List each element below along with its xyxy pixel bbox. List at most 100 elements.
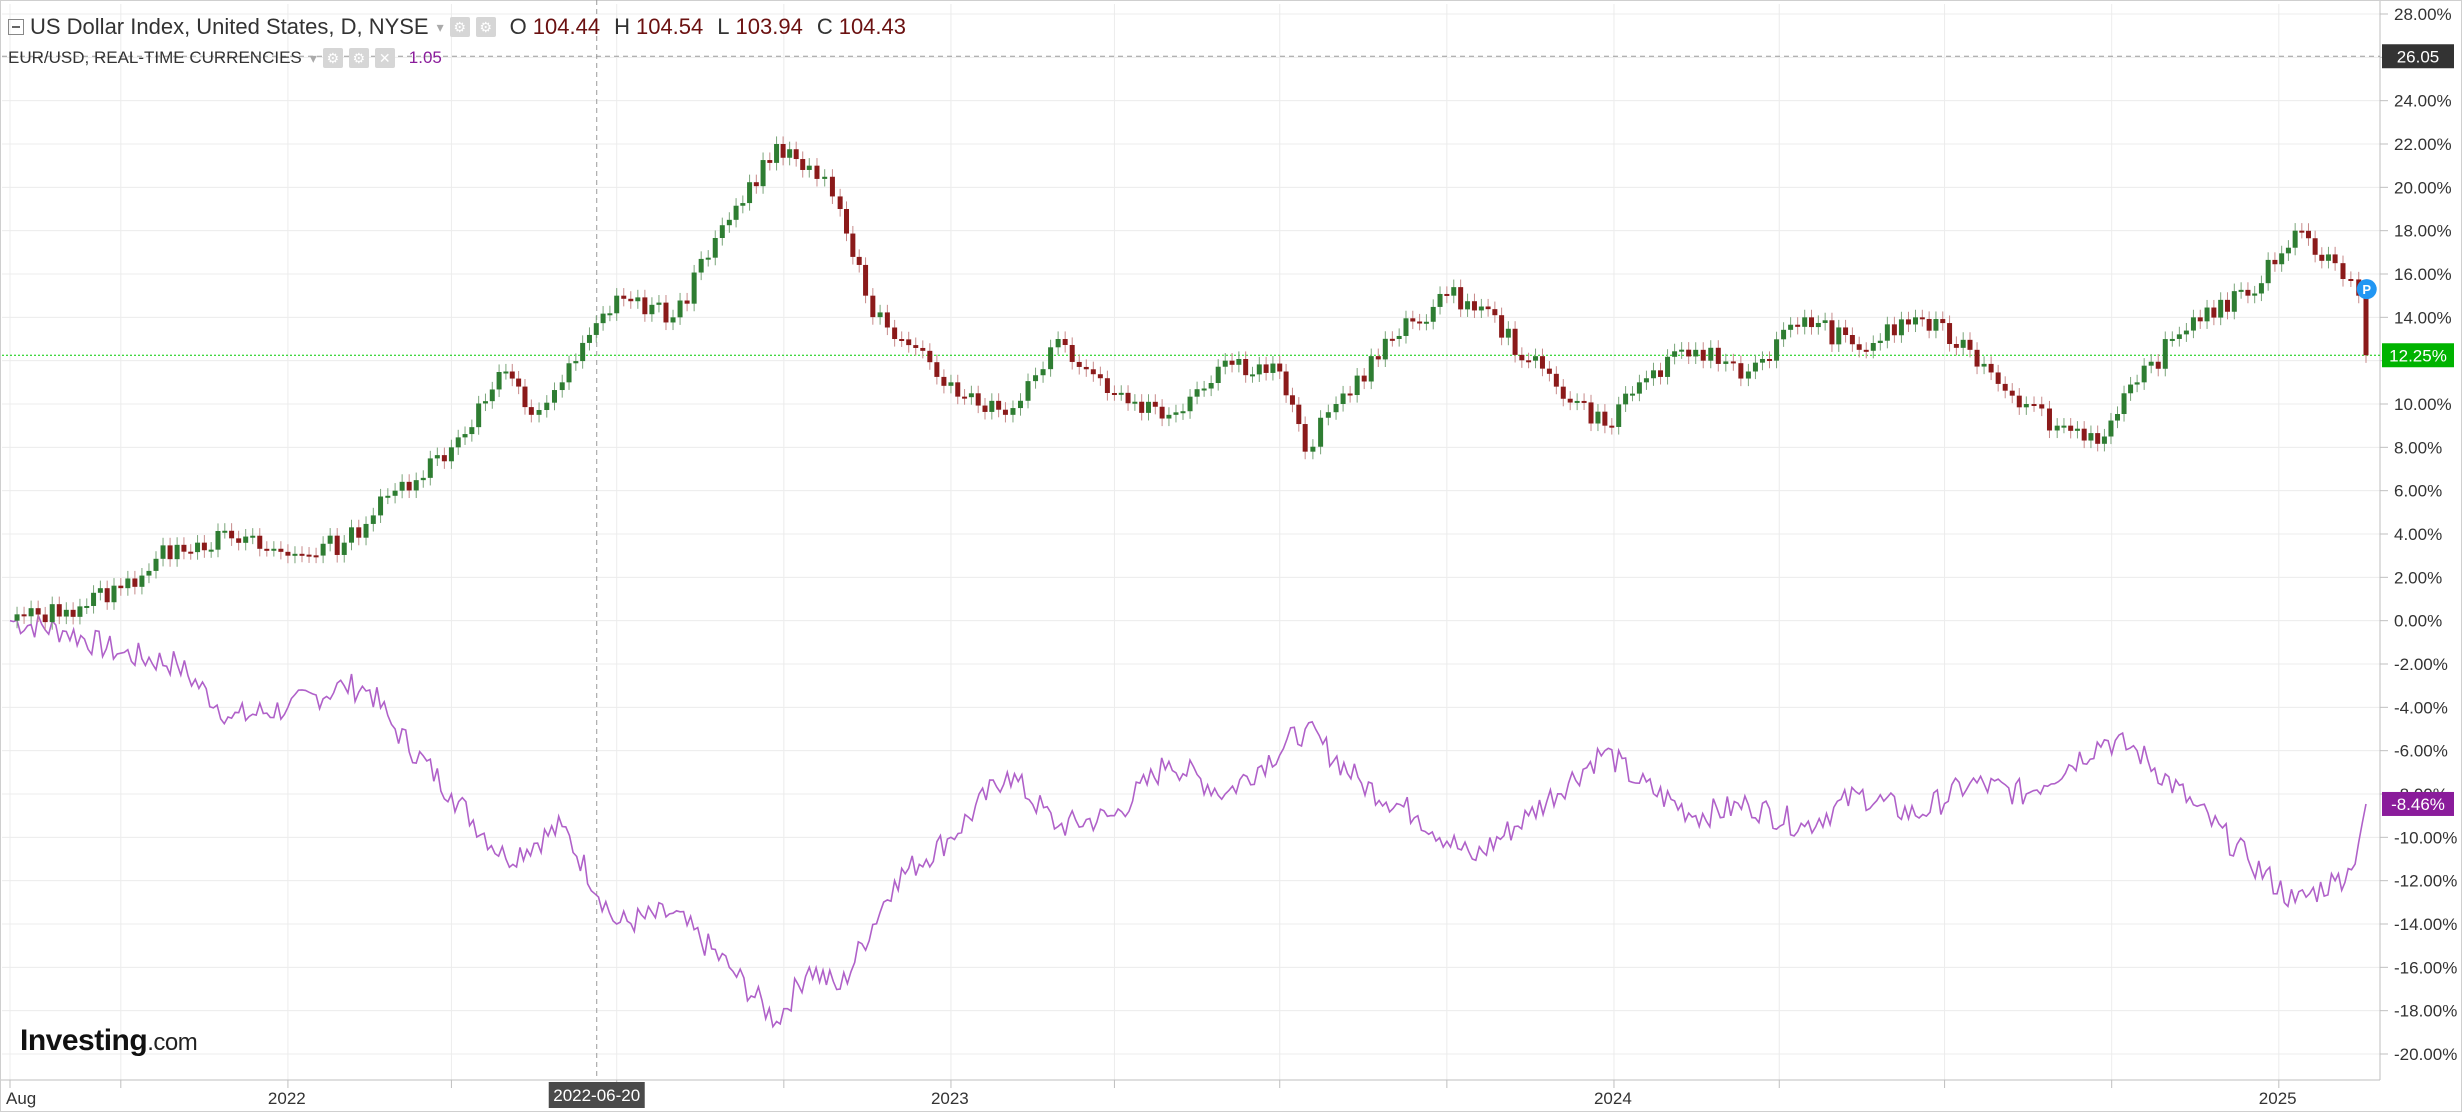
- chevron-down-icon[interactable]: ▾: [436, 18, 444, 35]
- candle-body: [1940, 319, 1946, 324]
- candle-body: [975, 393, 981, 406]
- candle-body: [1870, 343, 1876, 351]
- candle-body: [996, 400, 1002, 410]
- candle-body: [1208, 383, 1214, 389]
- candle-body: [243, 536, 249, 543]
- candle-body: [201, 542, 207, 551]
- candle-body: [1795, 324, 1801, 327]
- candle-body: [334, 535, 340, 555]
- candle-body: [1222, 360, 1228, 367]
- candle-body: [188, 551, 194, 554]
- candle-body: [370, 515, 376, 524]
- comparison-series-legend: EUR/USD, REAL-TIME CURRENCIES ▾ ⚙ ⚙ ✕ 1.…: [8, 48, 442, 68]
- candle-body: [843, 209, 849, 234]
- candle-body: [1256, 364, 1262, 375]
- candle-body: [684, 300, 690, 304]
- candle-body: [1926, 318, 1932, 331]
- candle-body: [1451, 287, 1457, 296]
- y-tick-label: 0.00%: [2394, 612, 2442, 631]
- candle-body: [551, 390, 557, 403]
- candle-body: [1988, 363, 1994, 373]
- collapse-legend-icon[interactable]: [8, 19, 24, 35]
- candle-body: [614, 295, 620, 314]
- candle-body: [814, 165, 820, 179]
- candle-body: [863, 264, 869, 296]
- candle-body: [2231, 291, 2237, 312]
- candle-body: [989, 400, 995, 412]
- candle-body: [1574, 400, 1580, 403]
- candle-body: [642, 297, 648, 315]
- chevron-down-icon[interactable]: ▾: [309, 49, 317, 66]
- candle-body: [1118, 392, 1124, 395]
- candle-body: [1249, 374, 1255, 377]
- gear-icon[interactable]: ⚙: [322, 48, 343, 68]
- candle-body: [181, 544, 187, 552]
- comparison-series-title: EUR/USD, REAL-TIME CURRENCIES: [8, 48, 302, 67]
- candle-body: [2258, 283, 2264, 294]
- candle-body: [271, 548, 277, 551]
- candle-body: [2134, 382, 2140, 385]
- candle-body: [1947, 323, 1953, 345]
- candle-body: [2305, 230, 2311, 239]
- candle-body: [767, 160, 773, 163]
- y-tick-label: -16.00%: [2394, 958, 2457, 977]
- candle-body: [1201, 388, 1207, 391]
- candle-body: [97, 588, 103, 593]
- x-tick-label: 2022: [268, 1089, 306, 1108]
- candle-body: [1609, 425, 1615, 428]
- candle-body: [2121, 393, 2127, 415]
- candle-body: [1296, 404, 1302, 425]
- candle-body: [962, 396, 968, 399]
- candle-body: [2279, 253, 2285, 265]
- candle-body: [1010, 408, 1016, 415]
- candle-body: [806, 165, 812, 170]
- candle-body: [2009, 390, 2015, 396]
- candle-body: [378, 496, 384, 516]
- format-icon[interactable]: ⚙: [348, 48, 369, 68]
- candle-body: [132, 578, 138, 587]
- candle-body: [2101, 436, 2107, 444]
- candle-body: [14, 614, 20, 621]
- y-tick-label: -12.00%: [2394, 872, 2457, 891]
- candle-body: [621, 295, 627, 299]
- candle-body: [56, 604, 62, 617]
- candle-body: [2046, 408, 2052, 431]
- candle-body: [21, 614, 27, 617]
- price-marker-icon[interactable]: [2356, 279, 2377, 300]
- candle-body: [1602, 411, 1608, 426]
- close-icon[interactable]: ✕: [374, 48, 395, 68]
- candle-body: [800, 159, 806, 170]
- y-tick-label: 10.00%: [2394, 395, 2452, 414]
- x-tick-label: 2025: [2259, 1089, 2297, 1108]
- x-tick-label: Aug: [6, 1089, 36, 1108]
- candle-body: [2325, 254, 2331, 261]
- ohlc-low-value: 103.94: [735, 14, 803, 39]
- format-icon[interactable]: ⚙: [475, 17, 496, 37]
- candle-body: [607, 313, 613, 316]
- candle-body: [2224, 299, 2230, 312]
- candle-body: [559, 382, 565, 391]
- candle-body: [2176, 334, 2182, 339]
- candle-body: [1083, 366, 1089, 370]
- candle-body: [1492, 309, 1498, 316]
- candle-body: [2155, 361, 2161, 369]
- candle-body: [934, 362, 940, 377]
- x-tick-label: 2023: [931, 1089, 969, 1108]
- y-tick-label: 18.00%: [2394, 222, 2452, 241]
- y-tick-label: 2.00%: [2394, 568, 2442, 587]
- gear-icon[interactable]: ⚙: [449, 17, 470, 37]
- y-tick-label: -10.00%: [2394, 828, 2457, 847]
- candle-body: [1891, 324, 1897, 336]
- candle-body: [822, 176, 828, 179]
- candle-body: [1166, 414, 1172, 419]
- candle-body: [906, 339, 912, 346]
- comparison-series-value: 1.05: [408, 48, 442, 67]
- y-tick-label: -20.00%: [2394, 1045, 2457, 1064]
- candle-body: [299, 553, 305, 556]
- y-tick-label: -14.00%: [2394, 915, 2457, 934]
- candle-body: [1033, 375, 1039, 382]
- candle-body: [1809, 317, 1815, 328]
